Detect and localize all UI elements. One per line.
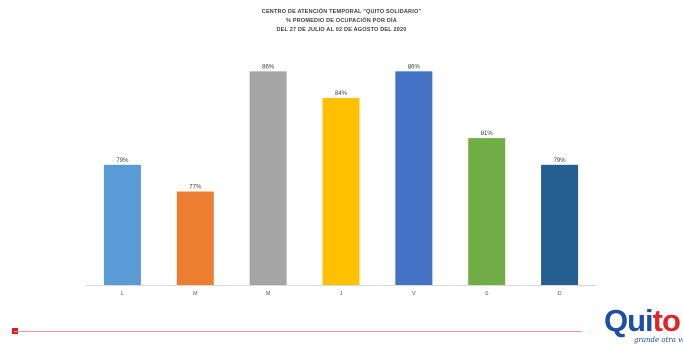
footer-divider-line bbox=[14, 331, 582, 332]
x-tick-label-6: S bbox=[485, 291, 489, 297]
x-tick-label-2: M bbox=[193, 291, 198, 297]
chart-title-line-3: DEL 27 DE JULIO AL 02 DE AGOSTO DEL 2020 bbox=[276, 27, 407, 33]
logo-wordmark: Quito bbox=[604, 305, 681, 338]
bar-2 bbox=[176, 191, 214, 285]
quito-logo: Quito grande otra vez bbox=[604, 305, 683, 347]
x-tick-label-5: V bbox=[412, 291, 416, 297]
data-label-3: 86% bbox=[262, 64, 275, 70]
bar-7 bbox=[541, 164, 579, 285]
chart-title-line-1: CENTRO DE ATENCIÓN TEMPORAL "QUITO SOLID… bbox=[261, 9, 422, 15]
x-tick-label-1: L bbox=[121, 291, 124, 297]
chart-title-line-2: % PROMEDIO DE OCUPACIÓN POR DÍA bbox=[286, 18, 397, 24]
data-label-2: 77% bbox=[189, 185, 202, 191]
bar-3 bbox=[249, 71, 287, 285]
bar-1 bbox=[103, 164, 141, 285]
bar-4 bbox=[322, 98, 360, 285]
bar-5 bbox=[395, 71, 433, 285]
data-label-5: 86% bbox=[408, 64, 421, 70]
data-label-7: 79% bbox=[554, 158, 567, 164]
data-label-6: 81% bbox=[481, 131, 494, 137]
data-label-1: 79% bbox=[116, 158, 129, 164]
x-tick-label-3: M bbox=[266, 291, 271, 297]
x-tick-label-7: D bbox=[558, 291, 562, 297]
x-tick-label-4: J bbox=[340, 291, 343, 297]
logo-tagline: grande otra vez bbox=[634, 336, 683, 344]
data-label-4: 84% bbox=[335, 91, 348, 97]
chart-title: CENTRO DE ATENCIÓN TEMPORAL "QUITO SOLID… bbox=[0, 8, 683, 35]
bar-6 bbox=[468, 138, 506, 285]
